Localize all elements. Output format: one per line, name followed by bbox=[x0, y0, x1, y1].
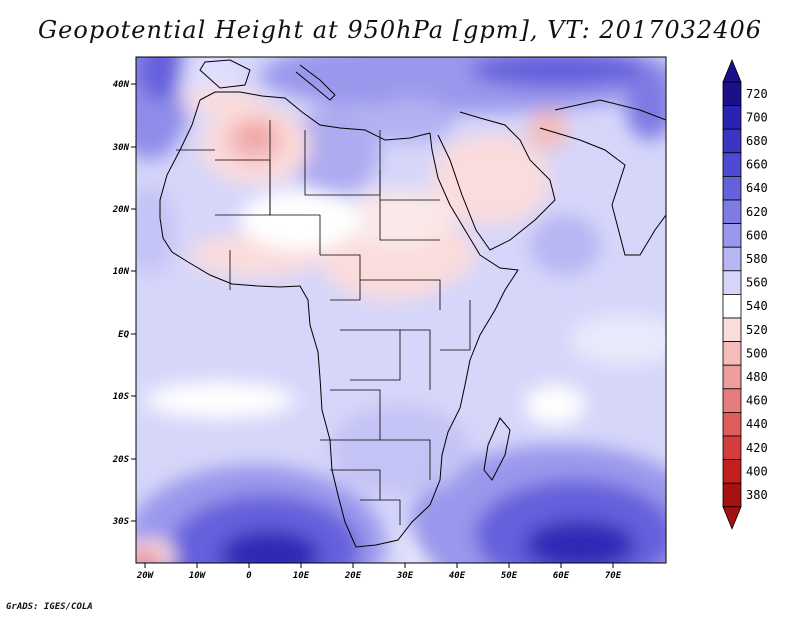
colorbar-swatch-420 bbox=[722, 435, 742, 461]
colorbar-swatch-600 bbox=[722, 223, 742, 248]
lon-label-70e: 70E bbox=[605, 571, 622, 581]
colorbar-label-560: 560 bbox=[746, 276, 768, 290]
colorbar-swatch-480 bbox=[722, 364, 742, 390]
colorbar-swatch-640 bbox=[722, 175, 742, 201]
lat-label-eq: EQ bbox=[118, 330, 129, 340]
colorbar-label-640: 640 bbox=[746, 181, 768, 195]
lon-label-20e: 20E bbox=[344, 571, 362, 581]
lat-label-10n: 10N bbox=[113, 267, 130, 277]
colorbar-swatch-660 bbox=[722, 152, 742, 177]
colorbar-label-400: 400 bbox=[746, 464, 768, 478]
colorbar-swatch-440 bbox=[722, 411, 742, 437]
map-title: Geopotential Height at 950hPa [gpm], VT:… bbox=[38, 16, 762, 44]
colorbar-label-420: 420 bbox=[746, 441, 768, 455]
lat-label-20s: 20S bbox=[112, 455, 130, 465]
lon-label-50e: 50E bbox=[501, 571, 518, 581]
colorbar-label-440: 440 bbox=[746, 417, 768, 431]
lat-label-30n: 30N bbox=[112, 143, 130, 153]
colorbar-swatch-680 bbox=[722, 128, 742, 154]
colorbar-label-520: 520 bbox=[746, 323, 768, 337]
height-field bbox=[136, 57, 666, 563]
colorbar-label-660: 660 bbox=[746, 158, 768, 172]
colorbar-bottom-arrow bbox=[722, 506, 742, 530]
lat-label-20n: 20N bbox=[112, 205, 130, 215]
colorbar-label-720: 720 bbox=[746, 87, 768, 101]
coastlines bbox=[159, 59, 666, 548]
colorbar-swatch-540 bbox=[722, 293, 742, 319]
colorbar-label-500: 500 bbox=[746, 346, 768, 360]
colorbar: 720 700 680 660 640 620 600 580 560 540 520 500 480 4… bbox=[722, 58, 768, 530]
colorbar-label-540: 540 bbox=[746, 299, 768, 313]
grads-credit: GrADS: IGES/COLA bbox=[6, 602, 93, 612]
colorbar-swatch-620 bbox=[722, 199, 742, 225]
colorbar-label-620: 620 bbox=[746, 205, 768, 219]
lon-label-30e: 30E bbox=[396, 571, 414, 581]
lat-label-10s: 10S bbox=[113, 392, 130, 402]
colorbar-swatch-400 bbox=[722, 459, 742, 484]
colorbar-label-580: 580 bbox=[746, 252, 768, 266]
lon-label-60e: 60E bbox=[553, 571, 570, 581]
colorbar-label-680: 680 bbox=[746, 134, 768, 148]
colorbar-swatch-500 bbox=[722, 341, 742, 366]
lon-label-20w: 20W bbox=[136, 571, 155, 581]
colorbar-swatch-520 bbox=[722, 317, 742, 343]
colorbar-swatch-560 bbox=[722, 270, 742, 295]
country-borders bbox=[176, 120, 471, 525]
lon-label-10w: 10W bbox=[189, 571, 207, 581]
colorbar-label-380: 380 bbox=[746, 488, 768, 502]
lon-label-0: 0 bbox=[246, 571, 252, 581]
colorbar-swatch-720 bbox=[722, 81, 742, 107]
colorbar-swatch-380 bbox=[722, 482, 742, 508]
colorbar-label-600: 600 bbox=[746, 228, 768, 242]
colorbar-label-460: 460 bbox=[746, 394, 768, 408]
colorbar-label-700: 700 bbox=[746, 110, 768, 124]
colorbar-top-arrow bbox=[722, 58, 742, 83]
colorbar-swatch-460 bbox=[722, 388, 742, 413]
map-frame bbox=[135, 56, 667, 564]
colorbar-label-480: 480 bbox=[746, 370, 768, 384]
lat-label-40n: 40N bbox=[113, 80, 130, 90]
lon-label-40e: 40E bbox=[449, 571, 466, 581]
lat-label-30s: 30S bbox=[112, 517, 130, 527]
colorbar-swatch-580 bbox=[722, 246, 742, 272]
lon-label-10e: 10E bbox=[293, 571, 310, 581]
colorbar-swatch-700 bbox=[722, 105, 742, 130]
